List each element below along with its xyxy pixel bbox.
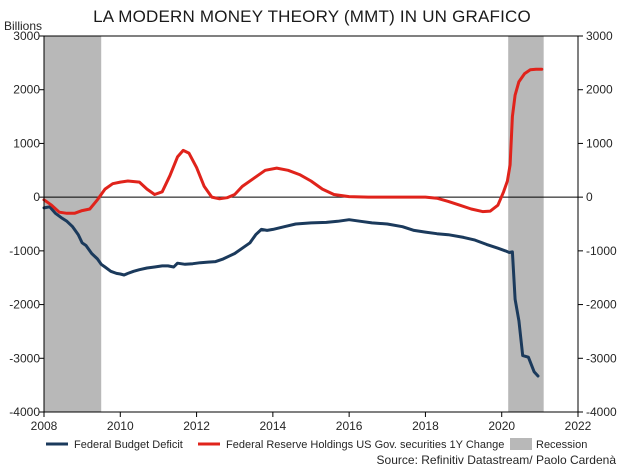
series-line-1	[42, 67, 544, 215]
right-tick-label: -3000	[586, 351, 617, 365]
left-tick-label: -3000	[9, 351, 40, 365]
left-tick-label: 2000	[13, 83, 40, 97]
x-tick-label: 2012	[183, 419, 210, 433]
x-tick-label: 2022	[565, 419, 592, 433]
right-tick-label: -4000	[586, 405, 617, 419]
left-tick-label: 3000	[13, 29, 40, 43]
left-tick-label: -1000	[9, 244, 40, 258]
unit-label: Billions	[4, 19, 42, 33]
left-tick-label: 1000	[13, 136, 40, 150]
right-tick-label: -1000	[586, 244, 617, 258]
series-lines	[42, 67, 544, 378]
chart-title: LA MODERN MONEY THEORY (MMT) IN UN GRAFI…	[93, 7, 531, 26]
right-tick-label: 3000	[586, 29, 613, 43]
legend-label-deficit: Federal Budget Deficit	[74, 439, 183, 451]
x-axis: 2008 2010 2012 2014 2016 2018 2020 2022	[31, 412, 592, 433]
x-tick-label: 2016	[336, 419, 363, 433]
left-tick-label: -2000	[9, 298, 40, 312]
right-y-axis: -4000 -3000 -2000 -1000 0 1000 2000 3000	[578, 29, 617, 419]
left-tick-label: -4000	[9, 405, 40, 419]
right-tick-label: 1000	[586, 136, 613, 150]
plot-frame	[43, 35, 579, 413]
series-line-0	[42, 205, 540, 378]
legend-label-fed-holdings: Federal Reserve Holdings US Gov. securit…	[226, 439, 504, 451]
x-tick-label: 2014	[260, 419, 287, 433]
x-tick-label: 2020	[488, 419, 515, 433]
legend-swatch-recession	[510, 438, 532, 450]
x-tick-label: 2010	[107, 419, 134, 433]
right-tick-label: -2000	[586, 298, 617, 312]
recession-band-0	[44, 36, 102, 412]
x-tick-label: 2018	[412, 419, 439, 433]
legend-label-recession: Recession	[536, 439, 587, 451]
right-tick-label: 2000	[586, 83, 613, 97]
right-tick-label: 0	[586, 190, 593, 204]
x-tick-label: 2008	[31, 419, 58, 433]
left-y-axis: -4000 -3000 -2000 -1000 0 1000 2000 3000	[9, 29, 44, 419]
recession-bands	[44, 36, 544, 412]
legend: Federal Budget Deficit Federal Reserve H…	[46, 438, 587, 451]
left-tick-label: 0	[33, 190, 40, 204]
source-note: Source: Refinitiv Datastream/ Paolo Card…	[377, 453, 617, 467]
